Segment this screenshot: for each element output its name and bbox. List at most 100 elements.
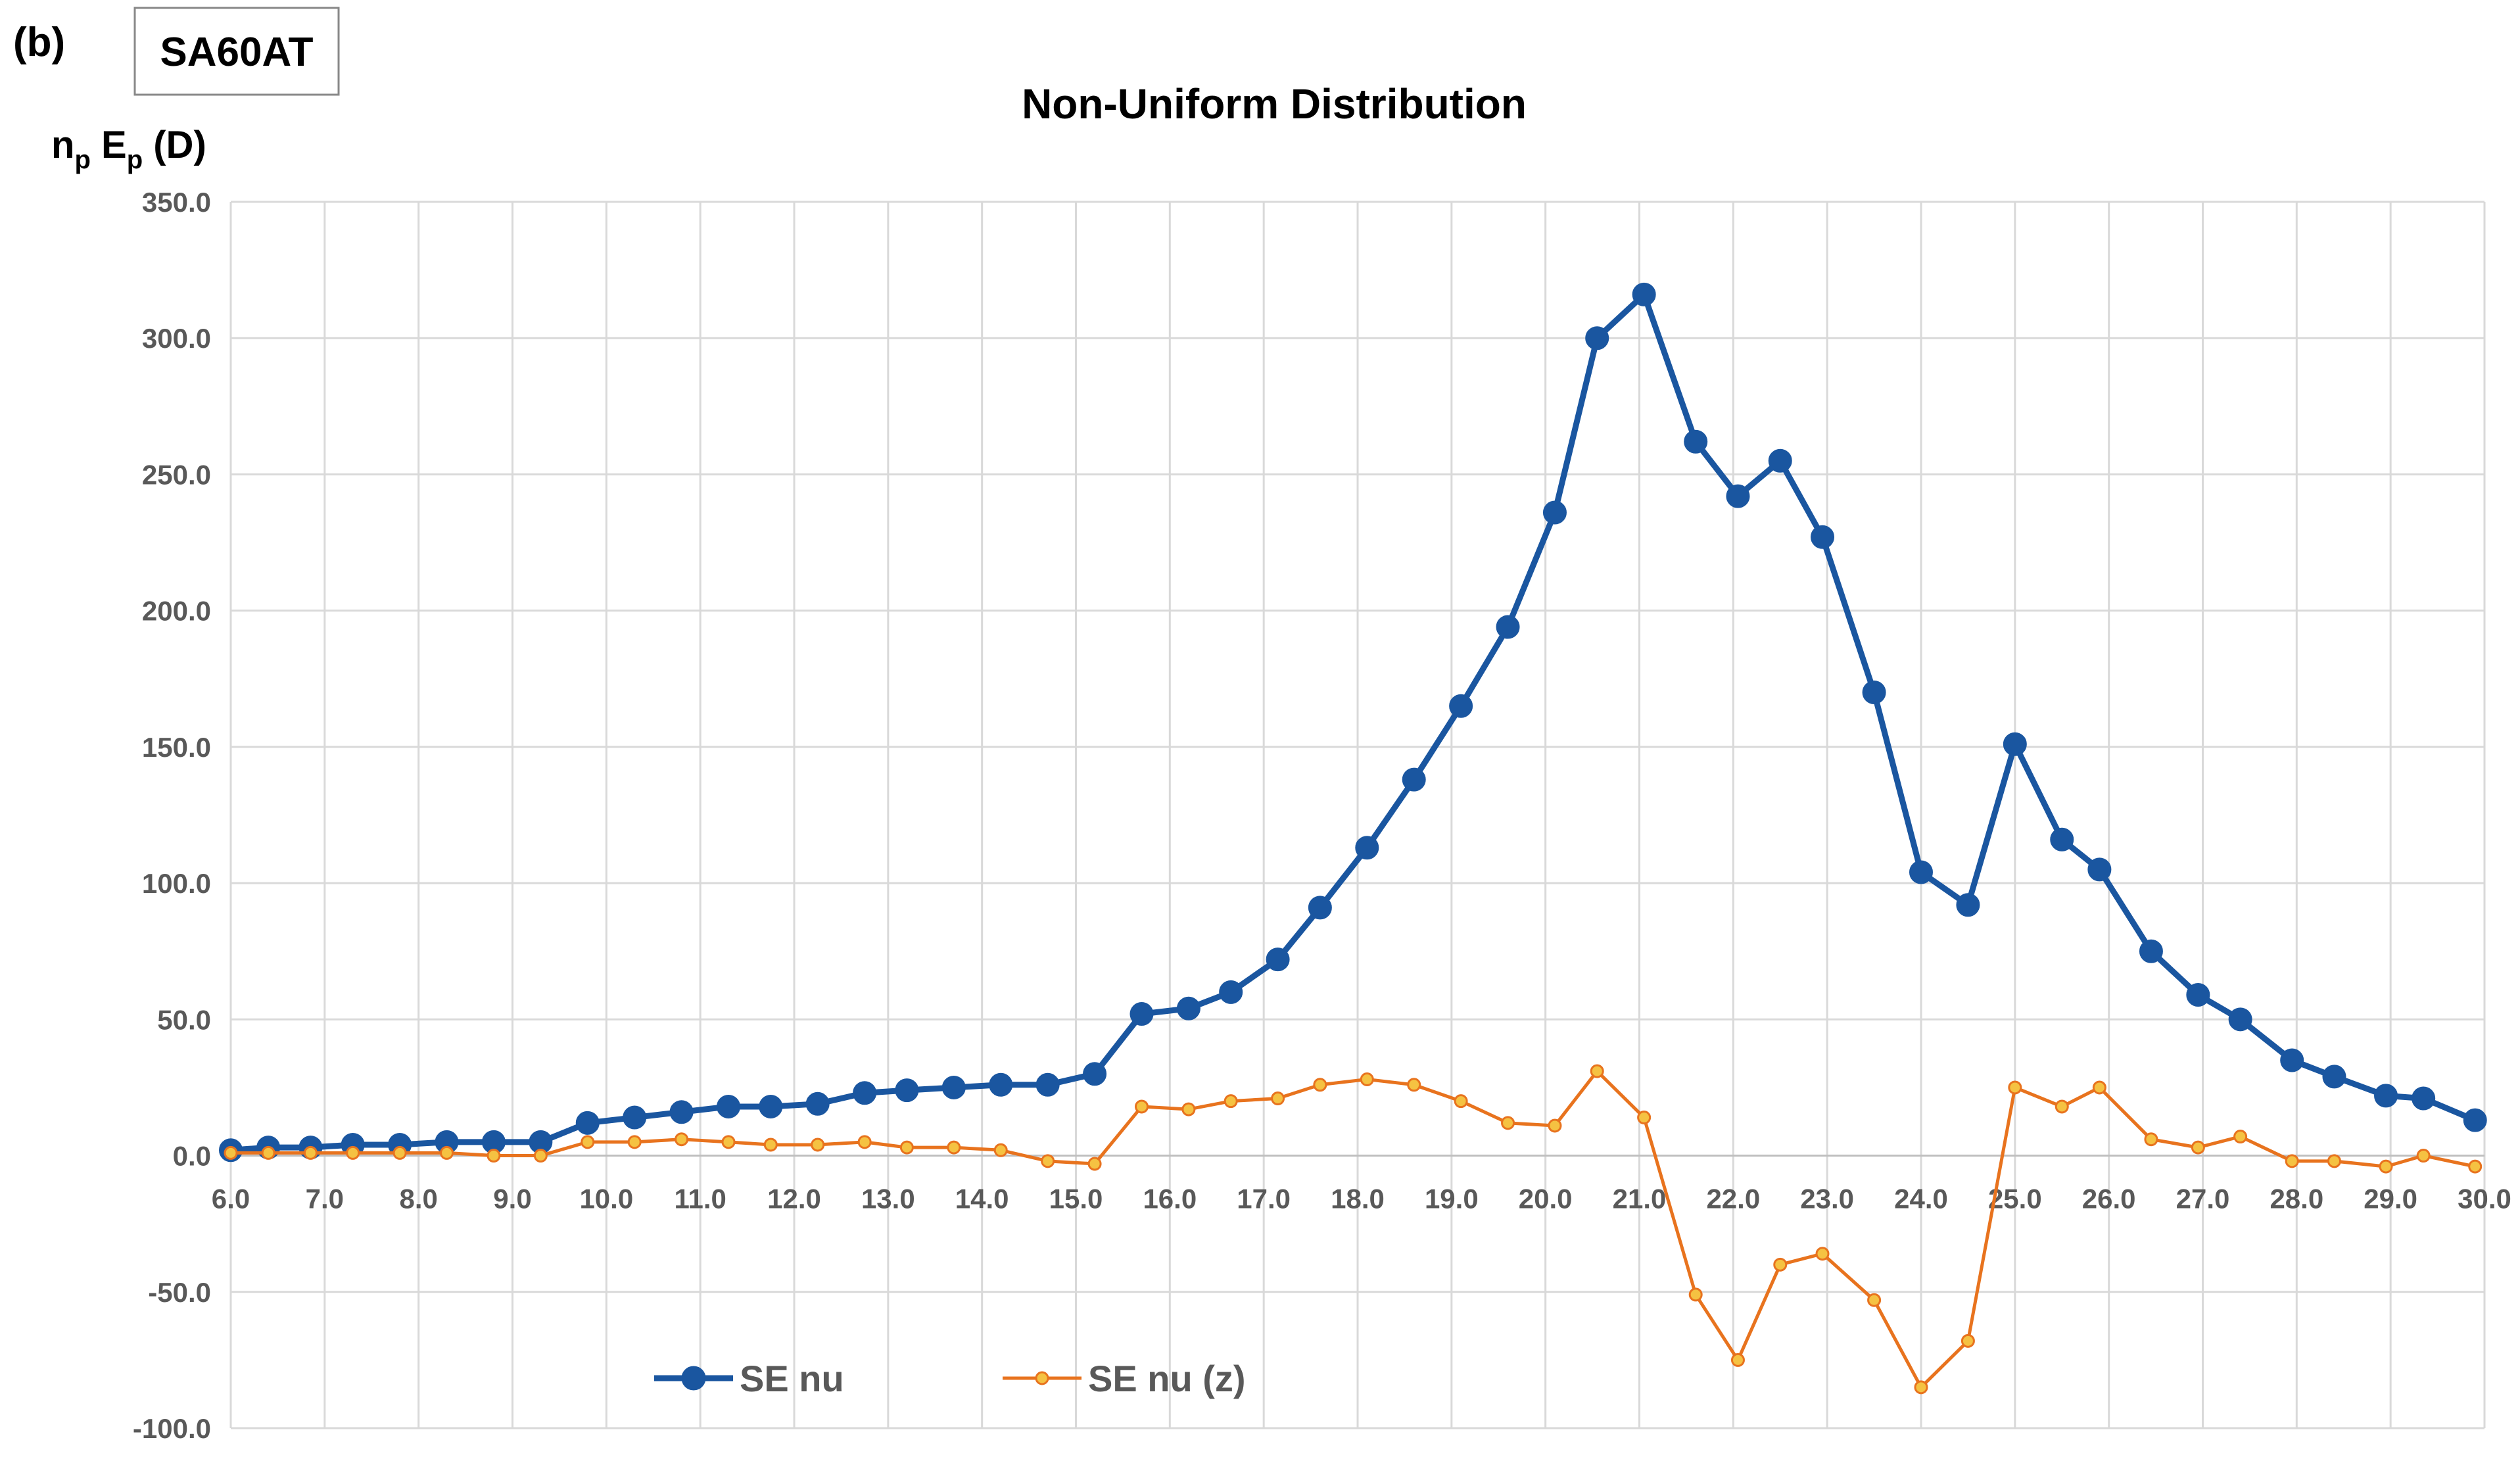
x-tick-label: 12.0	[767, 1184, 821, 1214]
x-tick-label: 23.0	[1800, 1184, 1854, 1214]
y-tick-label: -50.0	[148, 1277, 211, 1308]
data-point	[346, 1145, 360, 1160]
data-point	[895, 1078, 919, 1103]
data-point	[1542, 500, 1567, 525]
data-point	[1726, 484, 1750, 508]
x-tick-label: 14.0	[955, 1184, 1009, 1214]
x-tick-label: 10.0	[579, 1184, 633, 1214]
data-point	[721, 1135, 736, 1149]
y-label-part: (D)	[143, 124, 206, 166]
data-point	[1308, 896, 1332, 920]
sample-box	[133, 7, 340, 96]
y-tick-label: 100.0	[142, 868, 211, 899]
y-tick-label: 350.0	[142, 187, 211, 218]
data-point	[224, 1145, 238, 1160]
data-point	[2285, 1154, 2299, 1168]
data-point	[1402, 767, 1426, 792]
sample-label: SA60AT	[160, 30, 313, 75]
x-tick-label: 20.0	[1519, 1184, 1573, 1214]
y-label-part: E	[91, 124, 127, 166]
data-point	[1035, 1072, 1060, 1097]
data-point	[2468, 1159, 2483, 1174]
data-point	[303, 1145, 318, 1160]
y-tick-label: 200.0	[142, 596, 211, 627]
data-point	[2280, 1048, 2304, 1072]
y-tick-label: 150.0	[142, 732, 211, 763]
data-point	[575, 1111, 600, 1135]
x-tick-label: 16.0	[1143, 1184, 1197, 1214]
data-point	[1956, 893, 1980, 917]
data-point	[1271, 1091, 1285, 1106]
data-point	[2327, 1154, 2341, 1168]
x-tick-label: 9.0	[493, 1184, 531, 1214]
data-point	[2092, 1080, 2106, 1095]
data-point	[989, 1072, 1013, 1097]
data-point	[1181, 1102, 1196, 1116]
data-point	[392, 1145, 407, 1160]
data-point	[1041, 1154, 1055, 1168]
data-point	[1688, 1287, 1703, 1302]
y-label-part: p	[74, 145, 90, 174]
data-point	[440, 1145, 454, 1160]
x-tick-label: 30.0	[2458, 1184, 2511, 1214]
data-point	[2144, 1132, 2158, 1147]
data-point	[1134, 1099, 1149, 1114]
data-point	[1773, 1257, 1788, 1272]
x-tick-label: 26.0	[2082, 1184, 2136, 1214]
data-point	[1548, 1118, 1562, 1133]
data-point	[1730, 1353, 1745, 1367]
y-tick-label: 250.0	[142, 459, 211, 490]
y-tick-label: 300.0	[142, 323, 211, 354]
data-point	[1083, 1062, 1107, 1086]
data-point	[805, 1091, 830, 1116]
legend-marker	[1035, 1371, 1049, 1385]
data-point	[2322, 1065, 2346, 1089]
data-point	[2416, 1149, 2431, 1163]
data-point	[1862, 681, 1886, 704]
x-tick-label: 18.0	[1331, 1184, 1385, 1214]
y-tick-label: -100.0	[133, 1413, 211, 1444]
x-tick-label: 29.0	[2364, 1184, 2417, 1214]
data-point	[1355, 836, 1379, 860]
data-point	[669, 1100, 694, 1124]
data-point	[581, 1135, 595, 1149]
data-point	[1585, 326, 1609, 350]
data-point	[2233, 1130, 2248, 1144]
data-point	[2008, 1080, 2022, 1095]
data-point	[763, 1138, 778, 1152]
data-point	[533, 1149, 548, 1163]
panel-label: (b)	[13, 20, 65, 65]
data-point	[1909, 860, 1933, 884]
data-point	[2050, 827, 2074, 851]
y-axis-label: np Ep (D)	[51, 124, 206, 174]
data-point	[1360, 1072, 1374, 1087]
x-tick-label: 15.0	[1049, 1184, 1103, 1214]
data-point	[2412, 1086, 2436, 1111]
data-point	[2055, 1099, 2069, 1114]
data-point	[759, 1094, 783, 1118]
x-tick-label: 13.0	[861, 1184, 915, 1214]
data-point	[1684, 429, 1708, 454]
data-point	[1219, 980, 1243, 1004]
data-point	[2463, 1108, 2487, 1132]
data-point	[2374, 1084, 2398, 1108]
data-point	[2087, 857, 2112, 882]
data-point	[1815, 1247, 1830, 1261]
chart-title: Non-Uniform Distribution	[1022, 80, 1527, 128]
data-point	[487, 1149, 501, 1163]
data-point	[627, 1135, 642, 1149]
x-tick-label: 6.0	[212, 1184, 250, 1214]
data-point	[947, 1140, 961, 1155]
data-point	[993, 1143, 1008, 1157]
x-tick-label: 21.0	[1613, 1184, 1667, 1214]
data-point	[1867, 1293, 1882, 1307]
x-tick-label: 17.0	[1237, 1184, 1291, 1214]
y-tick-label: 0.0	[173, 1141, 211, 1172]
data-point	[899, 1140, 914, 1155]
data-point	[2139, 939, 2163, 963]
x-tick-label: 27.0	[2176, 1184, 2230, 1214]
legend-label: SE nu	[740, 1358, 844, 1399]
data-point	[857, 1135, 872, 1149]
x-tick-label: 7.0	[306, 1184, 344, 1214]
